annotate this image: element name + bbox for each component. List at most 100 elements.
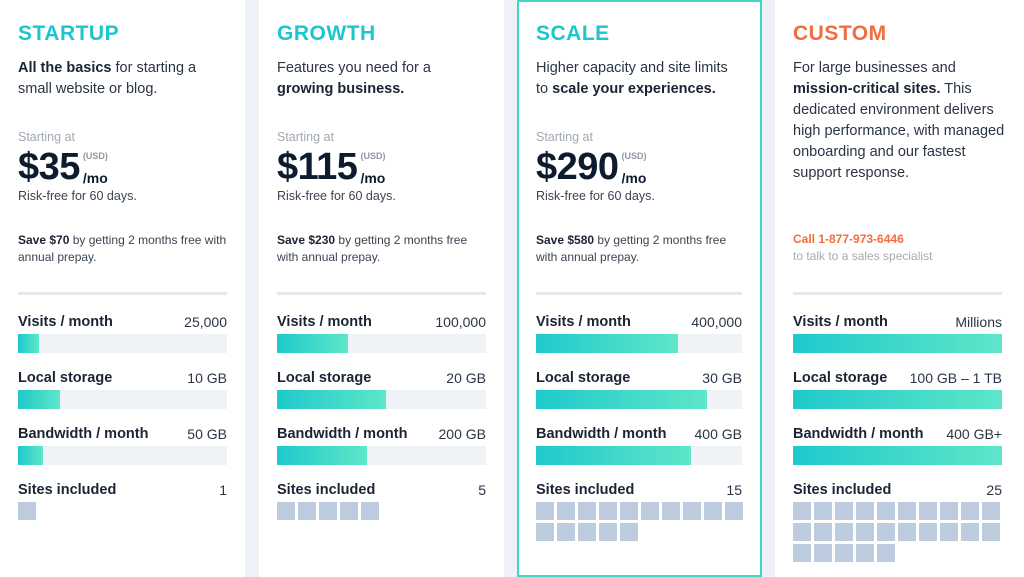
currency-label: (USD): [621, 151, 647, 161]
site-square: [793, 502, 811, 520]
metric-visits: Visits / month 25,000: [18, 314, 227, 354]
site-square: [319, 502, 337, 520]
divider: [277, 292, 486, 295]
sites-value: 5: [478, 482, 486, 498]
site-square: [919, 523, 937, 541]
metric-bar-track: [18, 446, 227, 465]
sites-label: Sites included: [18, 482, 117, 498]
savings-amount: Save $580: [536, 233, 595, 247]
site-square: [725, 502, 743, 520]
site-square: [877, 523, 895, 541]
per-month-label: /mo: [82, 170, 108, 186]
metric-label: Local storage: [18, 370, 113, 386]
metric-label: Visits / month: [277, 314, 372, 330]
site-square: [298, 502, 316, 520]
site-square: [940, 523, 958, 541]
divider: [536, 292, 742, 295]
risk-free-note: Risk-free for 60 days.: [536, 189, 655, 203]
metric-bar-fill: [277, 390, 386, 409]
annual-savings-note: Save $70 by getting 2 months free with a…: [18, 232, 228, 266]
site-square: [982, 523, 1000, 541]
site-square: [940, 502, 958, 520]
price-meta: (USD) /mo: [622, 144, 662, 190]
metric-visits: Visits / month Millions: [793, 314, 1002, 354]
desc-text: for starting a small website or blog.: [18, 60, 197, 97]
desc-text: This dedicated environment delivers high…: [793, 81, 1005, 181]
metric-bandwidth: Bandwidth / month 400 GB+: [793, 426, 1002, 466]
plan-description: Higher capacity and site limits to scale…: [536, 58, 741, 100]
risk-free-note: Risk-free for 60 days.: [277, 189, 396, 203]
savings-amount: Save $230: [277, 233, 336, 247]
savings-text: by getting 2 months free with annual pre…: [536, 233, 727, 264]
site-square: [835, 523, 853, 541]
metric-value: 400 GB: [694, 426, 742, 442]
site-square: [18, 502, 36, 520]
divider: [18, 292, 227, 295]
sites-label: Sites included: [793, 482, 892, 498]
metric-bar-track: [277, 446, 486, 465]
metric-value: 100 GB – 1 TB: [909, 370, 1002, 386]
metric-label: Visits / month: [793, 314, 888, 330]
metric-bar-fill: [277, 334, 349, 353]
desc-text: Higher capacity and site limits to: [536, 60, 728, 97]
sites-grid: [18, 502, 228, 523]
desc-bold: scale your experiences.: [552, 81, 716, 97]
price-row: $115 (USD) /mo: [277, 144, 400, 190]
site-square: [814, 502, 832, 520]
metric-bar-track: [793, 446, 1002, 465]
metric-bar-fill: [277, 446, 367, 465]
metric-storage: Local storage 30 GB: [536, 370, 742, 410]
metric-bar-fill: [793, 334, 1002, 353]
metric-label: Local storage: [793, 370, 888, 386]
plan-name: SCALE: [536, 22, 610, 45]
site-square: [578, 502, 596, 520]
savings-amount: Save $70: [18, 233, 70, 247]
desc-bold: growing business.: [277, 81, 405, 97]
metric-bandwidth: Bandwidth / month 50 GB: [18, 426, 227, 466]
plan-name: STARTUP: [18, 22, 120, 45]
metric-label: Bandwidth / month: [536, 426, 667, 442]
site-square: [856, 523, 874, 541]
desc-text: Features you need for a: [277, 60, 431, 76]
price: $35: [18, 146, 80, 188]
sites-value: 25: [986, 482, 1002, 498]
metric-storage: Local storage 10 GB: [18, 370, 227, 410]
price-meta: (USD) /mo: [360, 144, 400, 190]
site-square: [961, 502, 979, 520]
site-square: [898, 502, 916, 520]
site-square: [814, 523, 832, 541]
metric-bar-fill: [18, 334, 39, 353]
price-row: $35 (USD) /mo: [18, 144, 123, 190]
annual-savings-note: Save $580 by getting 2 months free with …: [536, 232, 746, 266]
sites-grid: [277, 502, 487, 523]
metric-bar-track: [793, 390, 1002, 409]
metric-bar-track: [793, 334, 1002, 353]
annual-savings-note: Save $230 by getting 2 months free with …: [277, 232, 487, 266]
metric-label: Bandwidth / month: [793, 426, 924, 442]
metric-bar-track: [18, 390, 227, 409]
site-square: [641, 502, 659, 520]
site-square: [704, 502, 722, 520]
metric-value: 30 GB: [702, 370, 742, 386]
metric-storage: Local storage 100 GB – 1 TB: [793, 370, 1002, 410]
plan-card-scale: SCALE Higher capacity and site limits to…: [517, 0, 762, 577]
sites-value: 15: [726, 482, 742, 498]
metric-bar-track: [536, 390, 742, 409]
plan-name: CUSTOM: [793, 22, 887, 45]
price-meta: (USD) /mo: [83, 144, 123, 190]
currency-label: (USD): [360, 151, 386, 161]
sales-phone-link[interactable]: Call 1-877-973-6446: [793, 232, 904, 246]
metric-bar-track: [277, 390, 486, 409]
site-square: [856, 502, 874, 520]
site-square: [793, 523, 811, 541]
metric-visits: Visits / month 400,000: [536, 314, 742, 354]
metric-bar-track: [536, 334, 742, 353]
metric-value: 50 GB: [187, 426, 227, 442]
plan-name: GROWTH: [277, 22, 376, 45]
metric-bar-fill: [793, 390, 1002, 409]
metric-label: Local storage: [277, 370, 372, 386]
metric-bar-fill: [793, 446, 1002, 465]
metric-label: Visits / month: [536, 314, 631, 330]
desc-bold: mission-critical sites.: [793, 81, 941, 97]
plan-description: For large businesses and mission-critica…: [793, 58, 1008, 184]
